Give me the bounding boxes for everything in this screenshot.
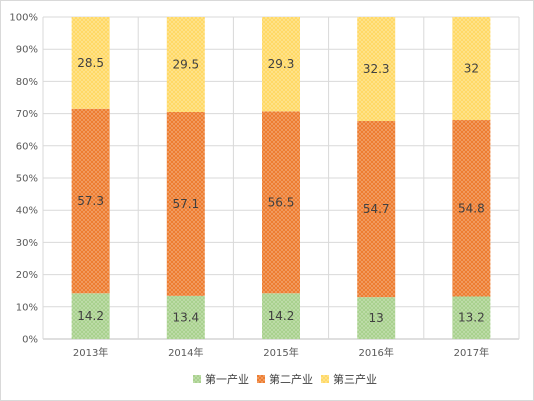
data-label: 57.1 xyxy=(172,197,199,211)
bar-segment xyxy=(262,111,300,294)
bars xyxy=(71,17,491,339)
legend: 第一产业 第二产业 第三产业 xyxy=(193,372,377,386)
data-label: 14.2 xyxy=(77,309,104,323)
bar-segment xyxy=(71,17,110,109)
y-tick-label: 20% xyxy=(16,270,38,281)
bar-segment xyxy=(166,17,205,112)
y-axis-tick-labels: 0% 10% 20% 30% 40% 50% 60% 70% 80% 90% 100% xyxy=(9,13,38,346)
data-labels: 14.2 57.3 28.5 13.4 57.1 29.5 14.2 56.5 29.3 13 54… xyxy=(77,56,485,325)
y-tick-label: 10% xyxy=(16,302,38,313)
bar-segment xyxy=(357,121,396,298)
legend-swatch xyxy=(193,375,201,383)
bar-segment xyxy=(166,295,205,339)
data-label: 32 xyxy=(464,62,479,76)
data-label: 29.5 xyxy=(172,57,199,71)
data-label: 13.2 xyxy=(458,311,485,325)
x-axis-tick-labels: 2013年 2014年 2015年 2016年 2017年 xyxy=(73,346,489,359)
bar-segment xyxy=(357,17,396,122)
y-tick-label: 70% xyxy=(16,109,38,120)
y-tick-label: 0% xyxy=(22,335,38,346)
y-tick-label: 30% xyxy=(16,238,38,249)
data-label: 56.5 xyxy=(268,195,295,209)
x-tick-label: 2016年 xyxy=(358,346,393,359)
legend-label: 第三产业 xyxy=(333,372,377,386)
x-tick-label: 2017年 xyxy=(454,346,489,359)
data-label: 28.5 xyxy=(77,56,104,70)
y-tick-label: 40% xyxy=(16,206,38,217)
data-label: 54.7 xyxy=(363,202,390,216)
data-label: 54.8 xyxy=(458,201,485,215)
bar-segment xyxy=(166,111,205,296)
legend-label: 第二产业 xyxy=(269,372,313,386)
bar-segment xyxy=(452,17,491,121)
y-tick-label: 90% xyxy=(16,45,38,56)
data-label: 57.3 xyxy=(77,194,104,208)
data-label: 13.4 xyxy=(172,310,199,324)
data-label: 29.3 xyxy=(268,57,295,71)
y-tick-label: 80% xyxy=(16,77,38,88)
x-tick-label: 2013年 xyxy=(73,346,108,359)
bar-segment xyxy=(262,17,300,112)
y-tick-label: 60% xyxy=(16,141,38,152)
bar-segment xyxy=(71,108,110,294)
bar-segment xyxy=(262,293,300,339)
legend-label: 第一产业 xyxy=(205,372,249,386)
y-tick-label: 50% xyxy=(16,174,38,185)
bar-segment xyxy=(452,120,491,297)
data-label: 14.2 xyxy=(268,309,295,323)
bar-segment xyxy=(357,297,396,339)
legend-swatch xyxy=(257,375,265,383)
legend-swatch xyxy=(321,375,329,383)
bar-segment xyxy=(452,296,491,339)
y-tick-label: 100% xyxy=(9,13,38,24)
x-tick-label: 2014年 xyxy=(168,346,203,359)
bar-segment xyxy=(71,293,110,339)
x-tick-label: 2015年 xyxy=(263,346,298,359)
data-label: 13 xyxy=(369,311,384,325)
data-label: 32.3 xyxy=(363,62,390,76)
